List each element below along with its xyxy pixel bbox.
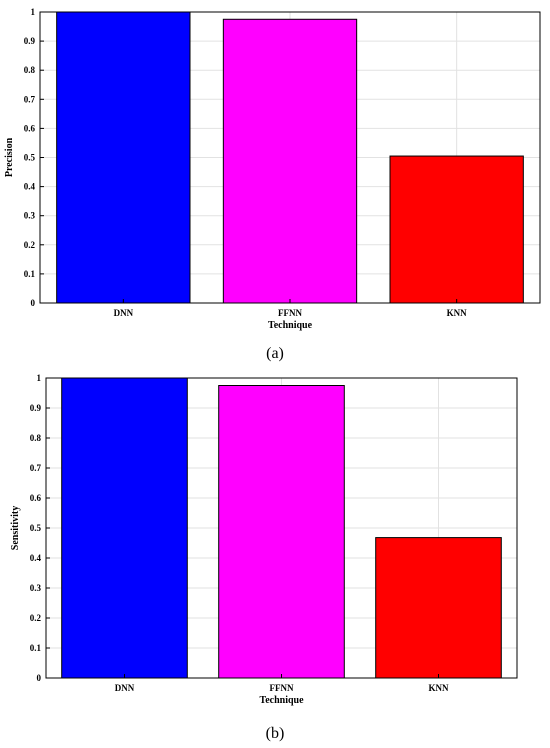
y-tick-label: 0.4: [30, 553, 42, 563]
y-tick-label: 0.3: [30, 583, 42, 593]
x-axis-label: Technique: [259, 695, 304, 706]
x-tick-label: FFNN: [278, 308, 302, 318]
y-tick-label: 0.5: [24, 153, 36, 163]
x-tick-label: KNN: [429, 683, 450, 693]
y-tick-label: 0.9: [30, 403, 42, 413]
bar-ffnn: [222, 18, 358, 304]
x-tick-label: DNN: [114, 308, 134, 318]
y-tick-label: 0.6: [24, 123, 36, 133]
y-tick-label: 0.8: [30, 433, 42, 443]
panel-label-a: (a): [266, 345, 284, 362]
y-axis-label: Sensitivity: [10, 506, 21, 550]
y-tick-label: 0.7: [30, 463, 42, 473]
bar-ffnn: [218, 385, 345, 679]
x-axis-label: Technique: [268, 320, 313, 331]
y-tick-label: 0.2: [30, 613, 42, 623]
y-tick-label: 0.9: [24, 36, 36, 46]
y-tick-label: 0.5: [30, 523, 42, 533]
panel-label-b: (b): [266, 725, 285, 742]
y-tick-label: 1: [31, 7, 36, 17]
y-tick-label: 0.7: [24, 94, 36, 104]
bar-knn: [375, 537, 502, 679]
y-tick-label: 0.2: [24, 240, 36, 250]
y-tick-label: 0.1: [30, 643, 42, 653]
y-tick-label: 0: [31, 298, 36, 308]
bar-knn: [389, 155, 524, 304]
y-axis-label: Precision: [4, 137, 15, 177]
y-tick-label: 0.3: [24, 211, 36, 221]
x-tick-label: FFNN: [270, 683, 294, 693]
y-tick-label: 0: [37, 673, 42, 683]
y-tick-label: 0.8: [24, 65, 36, 75]
x-tick-label: DNN: [115, 683, 135, 693]
chart-b-sensitivity: 0 0.1 0.2 0.3 0.4 0.5 0.6 0.7 0.8 0.9 1 DNN FFNN KNN T…: [10, 373, 518, 706]
x-tick-label: KNN: [447, 308, 468, 318]
y-tick-label: 0.4: [24, 182, 36, 192]
y-tick-label: 1: [37, 373, 42, 383]
bar-dnn: [61, 377, 188, 679]
chart-a-precision: 0 0.1 0.2 0.3 0.4 0.5 0.6 0.7 0.8 0.9 1 DNN FFNN KNN T…: [4, 7, 541, 331]
y-tick-label: 0.1: [24, 269, 36, 279]
bar-dnn: [56, 11, 191, 304]
y-tick-label: 0.6: [30, 493, 42, 503]
